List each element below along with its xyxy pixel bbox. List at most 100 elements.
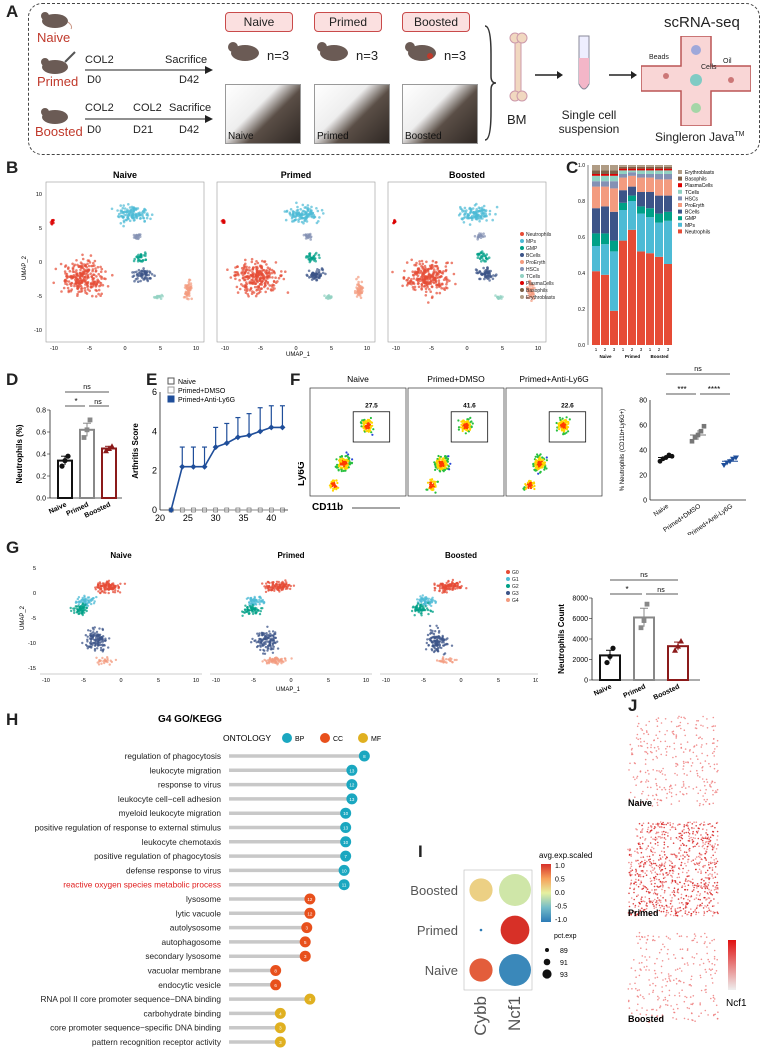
f-flow-event <box>542 458 545 461</box>
umap-b-point <box>238 278 241 282</box>
umap-g-point <box>419 612 422 615</box>
h-title: G4 GO/KEGG <box>158 714 222 725</box>
j-point <box>644 861 646 864</box>
j-point <box>646 731 648 733</box>
j-point <box>695 913 697 916</box>
j-point <box>652 758 654 761</box>
j-point <box>646 779 648 781</box>
umap-g-point <box>433 649 437 653</box>
j-point <box>653 891 656 894</box>
j-point <box>635 868 637 871</box>
j-point <box>647 733 650 736</box>
umap-b-xtick: -10 <box>392 346 400 352</box>
j-point <box>709 765 712 768</box>
g-ytick: 8000 <box>572 596 588 603</box>
umap-g-point <box>256 632 259 635</box>
legend-b-swatch <box>520 246 524 250</box>
j-point <box>683 828 685 831</box>
umap-b-point <box>265 269 268 272</box>
umap-g-xtick: -10 <box>212 678 220 684</box>
j-point <box>645 724 647 726</box>
f-flow-event <box>434 491 437 494</box>
umap-b-point <box>119 222 123 225</box>
umap-b-point <box>481 208 484 211</box>
j-point <box>704 760 707 762</box>
umap-g-point <box>98 627 101 630</box>
f-flow-event <box>436 463 439 466</box>
f-flow-event <box>537 467 540 470</box>
umap-b-panel-0: Naive-10 -5 0 5 10 <box>45 170 205 352</box>
umap-g-point <box>90 602 93 606</box>
f-gate-value-2: 22.6 <box>561 402 574 409</box>
j-point <box>669 822 671 824</box>
j-point <box>706 904 709 907</box>
umap-g-point <box>276 658 279 661</box>
umap-b-point <box>485 219 488 222</box>
umap-g-point <box>99 582 102 585</box>
umap-b-xtick: -5 <box>258 346 263 352</box>
umap-b-point <box>313 215 317 219</box>
umap-g-point <box>271 651 275 654</box>
umap-b-point <box>318 216 321 219</box>
umap-b-point <box>266 274 269 278</box>
j-point <box>700 904 703 907</box>
h-count: 13 <box>343 826 349 831</box>
j-point <box>640 727 642 730</box>
umap-g-point <box>265 634 268 637</box>
c-bar-plasmacells <box>628 168 636 171</box>
f-flow-event <box>447 455 450 458</box>
j-point <box>685 824 688 827</box>
f-flow-event <box>564 421 567 424</box>
i-color-tick: -0.5 <box>555 904 567 911</box>
umap-b-frame-1 <box>216 181 376 343</box>
d-bar-2 <box>101 447 117 499</box>
c-bar-gmp <box>628 195 636 201</box>
c-bar-mps <box>628 201 636 230</box>
umap-b-point <box>308 252 311 256</box>
umap-b-point <box>268 267 272 270</box>
umap-b-point <box>528 292 531 296</box>
e-point <box>279 424 286 431</box>
f-flow-event <box>526 483 529 486</box>
f-flow-event <box>464 425 467 428</box>
umap-b-point <box>421 271 425 275</box>
c-bar-hscs <box>610 181 618 189</box>
umap-b-point <box>420 283 424 286</box>
umap-b-point <box>95 275 98 278</box>
umap-b-point <box>131 207 134 211</box>
umap-b-point <box>413 271 417 275</box>
umap-b-point <box>250 257 254 261</box>
umap-g-point <box>113 591 117 594</box>
f-flow-event <box>469 416 472 419</box>
j-point <box>699 856 701 859</box>
j-point <box>704 891 706 893</box>
j-point <box>675 793 678 796</box>
umap-b-ytick: 10 <box>36 192 42 198</box>
f-flow-event <box>347 459 350 462</box>
j-point <box>699 776 701 778</box>
umap-g-point <box>74 600 78 603</box>
c-bar-hscs <box>655 174 663 180</box>
primed-sacrifice: Sacrifice <box>165 54 208 66</box>
umap-g-point <box>452 585 456 588</box>
umap-b-point <box>442 287 446 290</box>
umap-b-point <box>475 217 479 221</box>
umap-b-point <box>142 278 145 281</box>
umap-g-point <box>258 641 261 644</box>
umap-g-point <box>119 582 122 585</box>
umap-b-point <box>143 251 147 254</box>
umap-g-point <box>429 629 432 632</box>
umap-b-point <box>270 271 274 275</box>
d-ylabel: Neutrophils (%) <box>15 424 24 483</box>
umap-g-point <box>427 601 430 605</box>
umap-b-point <box>429 277 432 280</box>
f-flow-event <box>430 483 433 486</box>
umap-b-point <box>468 223 472 226</box>
umap-b-point <box>426 275 430 279</box>
umap-g-point <box>91 643 94 646</box>
g-ytick: 6000 <box>572 616 588 623</box>
c-bar-proeryth <box>610 188 618 212</box>
f-gate-0 <box>352 411 391 443</box>
j-point <box>704 864 706 867</box>
j-point <box>696 883 699 885</box>
